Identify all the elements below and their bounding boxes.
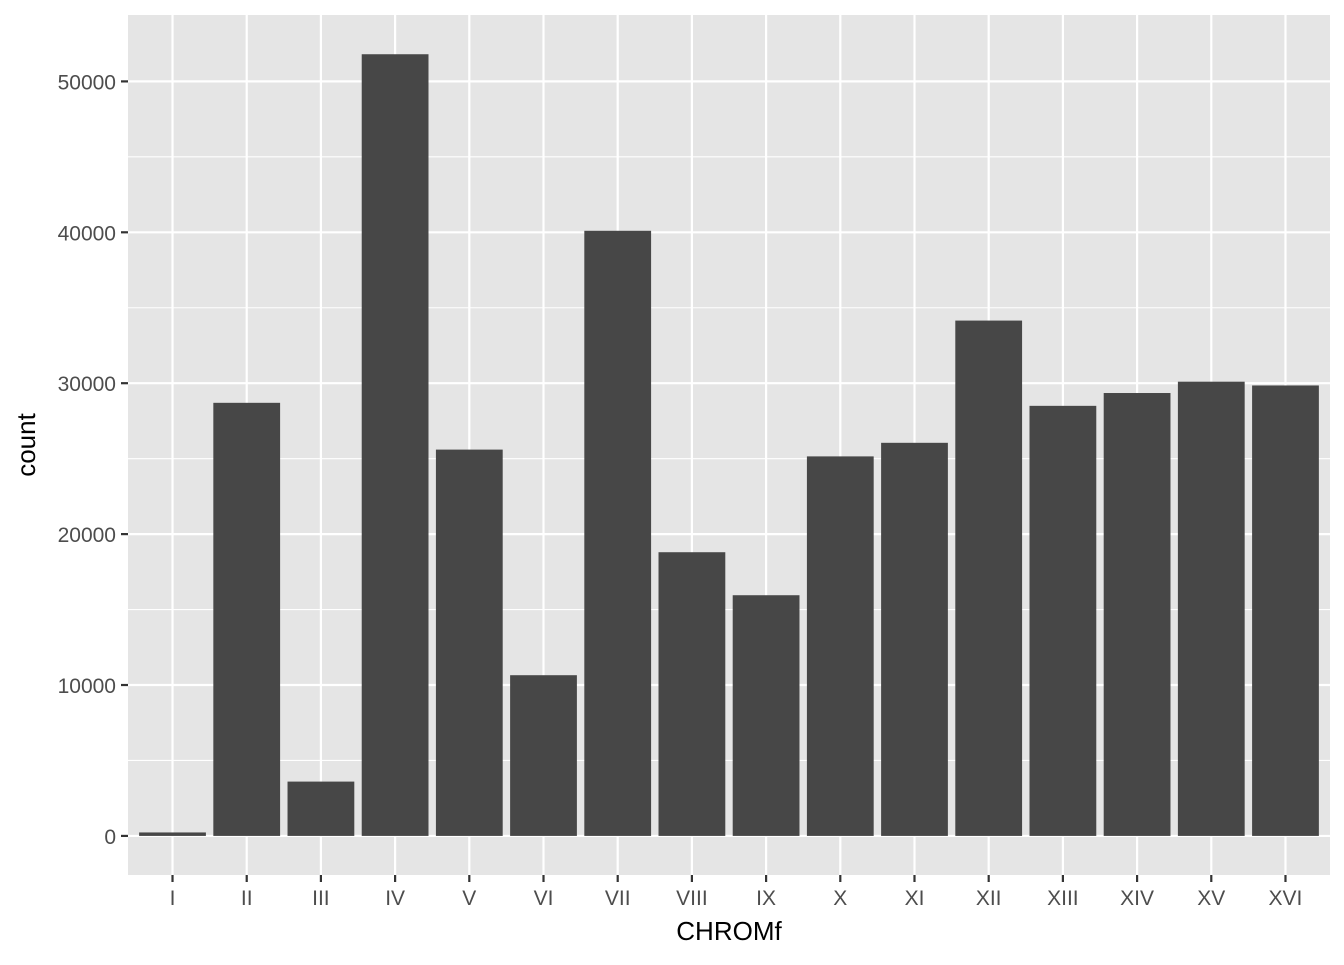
x-axis: I II III IV V VI VII VIII IX X XI XII XIII XIV XV XVI	[170, 875, 1303, 910]
x-tick-label: VI	[534, 887, 554, 910]
y-tick-label: 50000	[58, 71, 116, 94]
bar-XIII	[1029, 405, 1097, 836]
y-tick-label: 40000	[58, 222, 116, 245]
x-tick-label: XIII	[1047, 887, 1079, 910]
y-tick-label: 0	[104, 826, 116, 849]
x-tick-label: II	[241, 887, 253, 910]
bar-IX	[732, 595, 800, 836]
y-axis-title: count	[11, 412, 41, 476]
x-tick-label: IV	[385, 887, 405, 910]
bar-I	[139, 832, 206, 836]
bar-XVI	[1252, 385, 1319, 836]
y-tick-label: 10000	[58, 675, 116, 698]
bar-XII	[955, 320, 1023, 836]
x-tick-label: XVI	[1269, 887, 1303, 910]
bar-II	[213, 402, 281, 836]
x-tick-label: V	[462, 887, 476, 910]
bar-IV	[361, 54, 429, 836]
x-tick-label: III	[312, 887, 330, 910]
x-tick-label: I	[170, 887, 176, 910]
bar-VIII	[658, 552, 726, 836]
x-tick-label: VII	[605, 887, 631, 910]
bar-XV	[1177, 381, 1245, 836]
x-tick-label: IX	[756, 887, 776, 910]
bar-VII	[584, 230, 652, 836]
bar-series	[139, 54, 1319, 836]
x-tick-label: X	[833, 887, 847, 910]
bar-VI	[510, 675, 577, 836]
x-tick-label: XI	[905, 887, 925, 910]
bar-V	[435, 449, 503, 836]
x-tick-label: VIII	[676, 887, 708, 910]
bar-III	[287, 781, 355, 836]
bar-X	[806, 456, 874, 836]
bar-XI	[881, 442, 948, 836]
y-tick-label: 30000	[58, 373, 116, 396]
y-axis: 0 10000 20000 30000 40000 50000	[58, 71, 128, 849]
bar-XIV	[1103, 393, 1171, 836]
x-tick-label: XV	[1197, 887, 1225, 910]
x-tick-label: XII	[976, 887, 1002, 910]
x-tick-label: XIV	[1120, 887, 1154, 910]
x-axis-title: CHROMf	[676, 916, 782, 946]
y-tick-label: 20000	[58, 524, 116, 547]
